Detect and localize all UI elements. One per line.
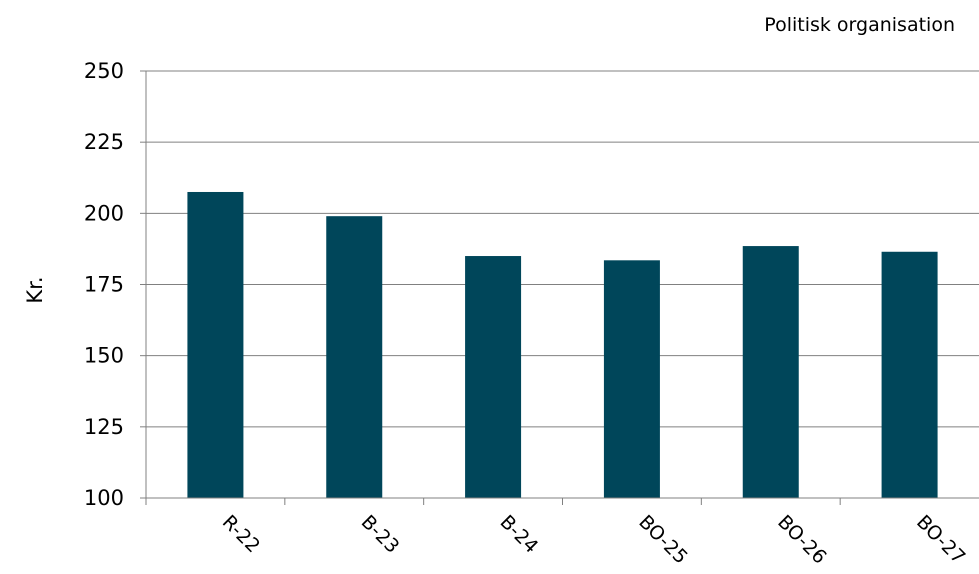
x-tick-label: BO-25 — [634, 511, 691, 568]
bar-bo-27 — [881, 251, 938, 498]
y-tick-label: 200 — [84, 201, 124, 225]
x-tick-label: R-22 — [218, 511, 264, 557]
y-tick-label: 125 — [84, 415, 124, 439]
x-tick-label: B-23 — [357, 511, 404, 558]
chart-title: Politisk organisation — [764, 14, 955, 36]
bar-b-24 — [465, 256, 522, 498]
axes — [140, 70, 979, 505]
x-tick-label: BO-27 — [912, 511, 969, 568]
x-tick-label: B-24 — [496, 511, 543, 558]
y-tick-labels: 100 125 150 175 200 225 250 — [84, 59, 124, 510]
bar-r-22 — [187, 191, 244, 498]
gridlines — [146, 70, 979, 428]
bar-bo-26 — [742, 246, 799, 498]
y-tick-label: 150 — [84, 344, 124, 368]
bars — [187, 191, 938, 498]
y-tick-label: 175 — [84, 273, 124, 297]
y-tick-label: 250 — [84, 59, 124, 83]
x-tick-label: BO-26 — [773, 511, 830, 568]
y-tick-label: 100 — [84, 486, 124, 510]
y-axis-label: Kr. — [23, 276, 47, 303]
y-tick-label: 225 — [84, 130, 124, 154]
bar-bo-25 — [603, 260, 660, 498]
bar-b-23 — [326, 216, 383, 498]
x-tick-labels: R-22 B-23 B-24 BO-25 BO-26 BO-27 — [218, 511, 970, 568]
